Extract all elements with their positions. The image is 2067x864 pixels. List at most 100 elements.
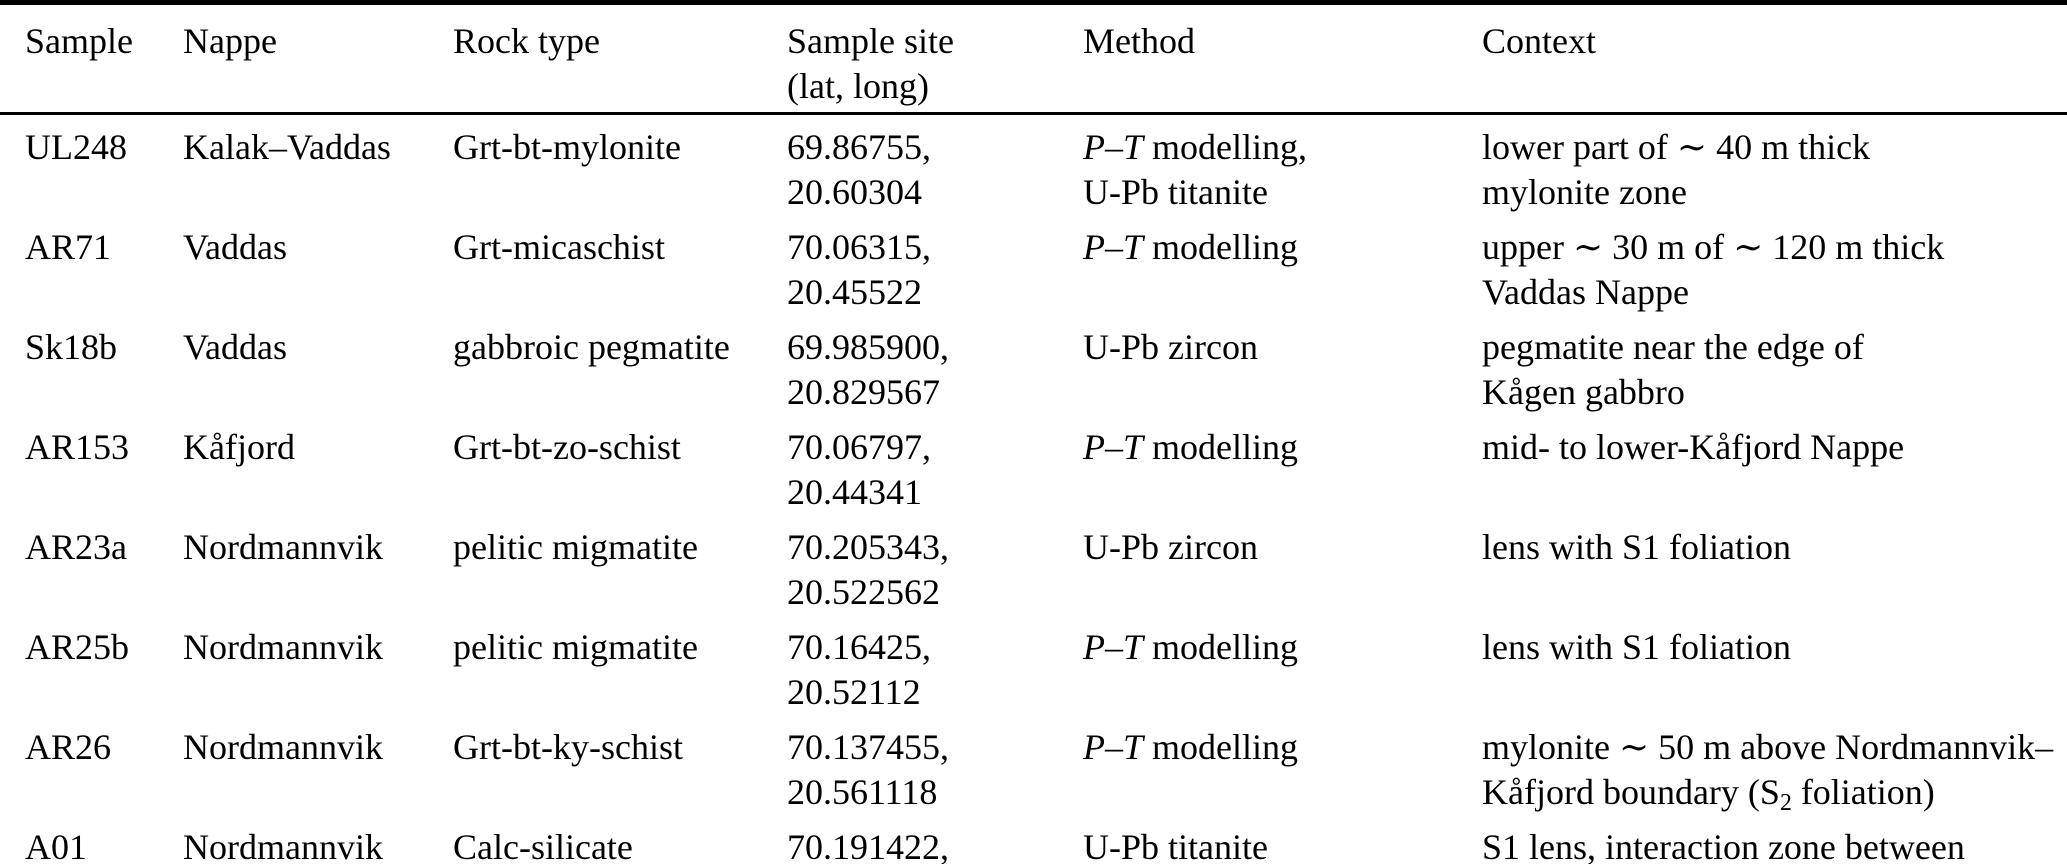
- context-line1: lens with S1 foliation: [1482, 627, 1791, 667]
- latitude: 70.06315,: [787, 227, 931, 267]
- method-line1: U-Pb zircon: [1083, 325, 1472, 370]
- foliation-subscript: 2: [1779, 789, 1792, 816]
- cell-nappe: Nordmannvik: [183, 627, 383, 667]
- col-header-label: Rock type: [453, 21, 600, 61]
- table-row: AR23a Nordmannvik pelitic migmatite 70.2…: [0, 515, 2067, 615]
- cell-nappe: Kalak–Vaddas: [183, 127, 391, 167]
- context-line1: lower part of ∼ 40 m thick: [1482, 127, 1871, 167]
- latitude: 70.06797,: [787, 427, 931, 467]
- cell-rock-type: Grt-bt-zo-schist: [453, 427, 681, 467]
- method-text: modelling: [1143, 227, 1299, 267]
- method-text: U-Pb zircon: [1083, 527, 1258, 567]
- context-text: Kåfjord boundary (S: [1482, 772, 1780, 812]
- method-line1: U-Pb titanite: [1083, 825, 1472, 864]
- cell-rock-type: Grt-micaschist: [453, 227, 665, 267]
- table-row: AR153 Kåfjord Grt-bt-zo-schist 70.06797,…: [0, 415, 2067, 515]
- context-line1: lens with S1 foliation: [1482, 527, 1791, 567]
- table-row: AR26 Nordmannvik Grt-bt-ky-schist 70.137…: [0, 715, 2067, 815]
- col-header-context: Context: [1482, 3, 2067, 114]
- longitude: 20.45522: [787, 272, 922, 312]
- method-line2: U-Pb titanite: [1083, 172, 1268, 212]
- context-line1: S1 lens, interaction zone between: [1482, 827, 1965, 864]
- longitude: 20.44341: [787, 472, 922, 512]
- context-line1: upper ∼ 30 m of ∼ 120 m thick: [1482, 227, 1945, 267]
- cell-sample-site: 70.191422, 20.503611: [787, 815, 1083, 864]
- method-line1: P–T modelling,: [1083, 125, 1472, 170]
- cell-method: P–T modelling, U-Pb titanite: [1083, 114, 1482, 216]
- col-header-sample-site: Sample site (lat, long): [787, 3, 1083, 114]
- latitude: 70.137455,: [787, 727, 949, 767]
- context-line2: mylonite zone: [1482, 172, 1687, 212]
- cell-sample: AR71: [25, 227, 112, 267]
- context-line1: mid- to lower-Kåfjord Nappe: [1482, 427, 1905, 467]
- cell-context: lens with S1 foliation: [1482, 515, 2067, 615]
- cell-context: mylonite ∼ 50 m above Nordmannvik– Kåfjo…: [1482, 715, 2067, 815]
- pt-italic: P–T: [1083, 227, 1144, 267]
- latitude: 70.191422,: [787, 827, 949, 864]
- cell-sample: AR153: [25, 427, 130, 467]
- cell-rock-type: Calc-silicate: [453, 827, 633, 864]
- cell-method: P–T modelling: [1083, 215, 1482, 315]
- cell-context: lens with S1 foliation: [1482, 615, 2067, 715]
- cell-sample: Sk18b: [25, 327, 118, 367]
- cell-method: U-Pb zircon: [1083, 515, 1482, 615]
- context-line1: pegmatite near the edge of: [1482, 327, 1864, 367]
- cell-context: S1 lens, interaction zone between calc-s…: [1482, 815, 2067, 864]
- col-header-label: Context: [1482, 21, 1596, 61]
- col-header-label: Nappe: [183, 21, 277, 61]
- longitude: 20.522562: [787, 572, 940, 612]
- cell-sample: AR26: [25, 727, 112, 767]
- cell-sample-site: 69.985900, 20.829567: [787, 315, 1083, 415]
- latitude: 70.205343,: [787, 527, 949, 567]
- col-header-sample: Sample: [0, 3, 183, 114]
- cell-sample: AR23a: [25, 527, 127, 567]
- cell-method: U-Pb titanite: [1083, 815, 1482, 864]
- table-row: UL248 Kalak–Vaddas Grt-bt-mylonite 69.86…: [0, 114, 2067, 216]
- cell-rock-type: Grt-bt-ky-schist: [453, 727, 683, 767]
- cell-nappe: Nordmannvik: [183, 527, 383, 567]
- cell-context: mid- to lower-Kåfjord Nappe: [1482, 415, 2067, 515]
- table-header-row: Sample Nappe Rock type Sample site (lat,…: [0, 3, 2067, 114]
- col-header-label: Method: [1083, 21, 1195, 61]
- table-row: Sk18b Vaddas gabbroic pegmatite 69.98590…: [0, 315, 2067, 415]
- cell-nappe: Vaddas: [183, 327, 287, 367]
- cell-sample-site: 70.205343, 20.522562: [787, 515, 1083, 615]
- cell-method: P–T modelling: [1083, 615, 1482, 715]
- method-line1: U-Pb zircon: [1083, 525, 1472, 570]
- table-row: AR71 Vaddas Grt-micaschist 70.06315, 20.…: [0, 215, 2067, 315]
- longitude: 20.829567: [787, 372, 940, 412]
- cell-rock-type: Grt-bt-mylonite: [453, 127, 681, 167]
- cell-context: lower part of ∼ 40 m thick mylonite zone: [1482, 114, 2067, 216]
- latitude: 69.985900,: [787, 327, 949, 367]
- table-row: AR25b Nordmannvik pelitic migmatite 70.1…: [0, 615, 2067, 715]
- col-header-sublabel: (lat, long): [787, 66, 929, 106]
- method-text: modelling,: [1143, 127, 1308, 167]
- cell-sample-site: 70.16425, 20.52112: [787, 615, 1083, 715]
- context-line2: Vaddas Nappe: [1482, 272, 1689, 312]
- method-line1: P–T modelling: [1083, 625, 1472, 670]
- table-row: A01 Nordmannvik Calc-silicate 70.191422,…: [0, 815, 2067, 864]
- cell-nappe: Nordmannvik: [183, 827, 383, 864]
- cell-method: P–T modelling: [1083, 715, 1482, 815]
- pt-italic: P–T: [1083, 427, 1144, 467]
- cell-method: U-Pb zircon: [1083, 315, 1482, 415]
- method-text: modelling: [1143, 627, 1299, 667]
- longitude: 20.60304: [787, 172, 922, 212]
- latitude: 70.16425,: [787, 627, 931, 667]
- method-line1: P–T modelling: [1083, 225, 1472, 270]
- cell-sample: A01: [25, 827, 87, 864]
- method-text: U-Pb zircon: [1083, 327, 1258, 367]
- method-text: modelling: [1143, 727, 1299, 767]
- cell-context: upper ∼ 30 m of ∼ 120 m thick Vaddas Nap…: [1482, 215, 2067, 315]
- col-header-rock-type: Rock type: [453, 3, 787, 114]
- latitude: 69.86755,: [787, 127, 931, 167]
- col-header-label: Sample: [25, 21, 133, 61]
- context-text: foliation): [1791, 772, 1935, 812]
- method-line1: P–T modelling: [1083, 725, 1472, 770]
- context-line2: Kågen gabbro: [1482, 372, 1685, 412]
- cell-rock-type: gabbroic pegmatite: [453, 327, 730, 367]
- method-line1: P–T modelling: [1083, 425, 1472, 470]
- cell-context: pegmatite near the edge of Kågen gabbro: [1482, 315, 2067, 415]
